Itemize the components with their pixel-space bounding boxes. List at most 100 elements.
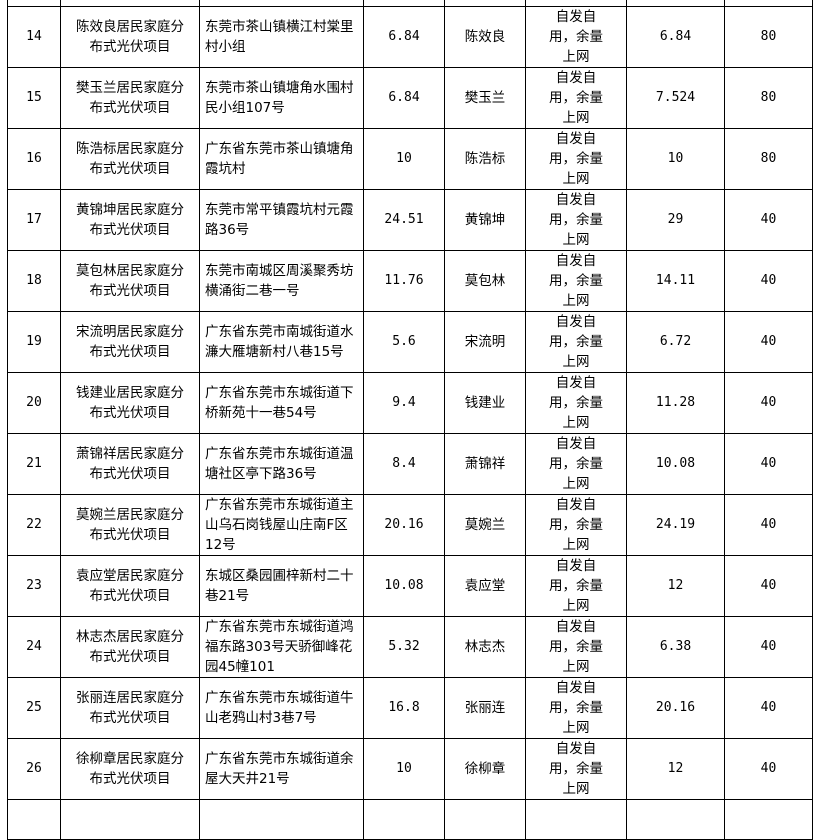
capacity-cell: 8.4 [363, 433, 445, 495]
grid-mode-cell: 自发自用，余量上网 [525, 433, 627, 495]
project-name-cell: 黄锦坤居民家庭分布式光伏项目 [60, 189, 200, 251]
address-cell: 广东省东莞市东城街道下桥新苑十一巷54号 [199, 372, 364, 434]
value-3-cell: 40 [724, 555, 813, 617]
table-row: 16 陈浩标居民家庭分布式光伏项目 广东省东莞市茶山镇塘角霞坑村 10 陈浩标 自发自用，… [7, 128, 813, 190]
cell [363, 799, 445, 840]
project-table: 14 陈效良居民家庭分布式光伏项目 东莞市茶山镇横江村棠里村小组 6.84 陈效良 自发自… [7, 0, 813, 840]
table-row: 15 樊玉兰居民家庭分布式光伏项目 东莞市茶山镇塘角水围村民小组107号 6.84 樊玉… [7, 67, 813, 129]
capacity-cell: 16.8 [363, 677, 445, 739]
row-number-cell: 17 [7, 189, 61, 251]
value-3-cell: 80 [724, 128, 813, 190]
table-row: 22 莫婉兰居民家庭分布式光伏项目 广东省东莞市东城街道主山乌石岗钱屋山庄南F区12… [7, 494, 813, 556]
value-2-cell: 10 [626, 128, 725, 190]
table-row: 18 莫包林居民家庭分布式光伏项目 东莞市南城区周溪聚秀坊横涌街二巷一号 11.76 莫… [7, 250, 813, 312]
value-2-cell: 12 [626, 555, 725, 617]
value-3-cell: 40 [724, 677, 813, 739]
grid-mode-cell: 自发自用，余量上网 [525, 677, 627, 739]
table-row: 17 黄锦坤居民家庭分布式光伏项目 东莞市常平镇霞坑村元霞路36号 24.51 黄锦坤自… [7, 189, 813, 251]
grid-mode-cell: 自发自用，余量上网 [525, 372, 627, 434]
value-2-cell: 29 [626, 189, 725, 251]
value-2-cell: 6.72 [626, 311, 725, 373]
row-number-cell: 16 [7, 128, 61, 190]
project-name-cell: 莫婉兰居民家庭分布式光伏项目 [60, 494, 200, 556]
value-3-cell: 80 [724, 6, 813, 68]
grid-mode-cell: 自发自用，余量上网 [525, 189, 627, 251]
owner-name-cell: 宋流明 [444, 311, 526, 373]
project-name-cell: 徐柳章居民家庭分布式光伏项目 [60, 738, 200, 800]
value-3-cell: 40 [724, 738, 813, 800]
value-3-cell: 80 [724, 67, 813, 129]
table-row: 14 陈效良居民家庭分布式光伏项目 东莞市茶山镇横江村棠里村小组 6.84 陈效良 自发自… [7, 6, 813, 68]
value-3-cell: 40 [724, 189, 813, 251]
table-row: 19 宋流明居民家庭分布式光伏项目 广东省东莞市南城街道水濂大雁塘新村八巷15号 5.… [7, 311, 813, 373]
row-number-cell: 21 [7, 433, 61, 495]
grid-mode-cell: 自发自用，余量上网 [525, 494, 627, 556]
project-name-cell: 宋流明居民家庭分布式光伏项目 [60, 311, 200, 373]
value-2-cell: 7.524 [626, 67, 725, 129]
grid-mode-cell: 自发自用，余量上网 [525, 6, 627, 68]
project-name-cell: 袁应堂居民家庭分布式光伏项目 [60, 555, 200, 617]
owner-name-cell: 黄锦坤 [444, 189, 526, 251]
table-row: 26 徐柳章居民家庭分布式光伏项目 广东省东莞市东城街道余屋大天井21号 10 徐柳章自… [7, 738, 813, 800]
cell [7, 799, 61, 840]
grid-mode-cell: 自发自用，余量上网 [525, 616, 627, 678]
capacity-cell: 9.4 [363, 372, 445, 434]
row-number-cell: 20 [7, 372, 61, 434]
project-name-cell: 陈效良居民家庭分布式光伏项目 [60, 6, 200, 68]
address-cell: 东莞市南城区周溪聚秀坊横涌街二巷一号 [199, 250, 364, 312]
address-cell: 广东省东莞市茶山镇塘角霞坑村 [199, 128, 364, 190]
cell [724, 799, 813, 840]
address-cell: 广东省东莞市东城街道主山乌石岗钱屋山庄南F区12号 [199, 494, 364, 556]
capacity-cell: 10 [363, 128, 445, 190]
owner-name-cell: 陈效良 [444, 6, 526, 68]
project-name-cell: 陈浩标居民家庭分布式光伏项目 [60, 128, 200, 190]
cell [444, 799, 526, 840]
cell [626, 799, 725, 840]
capacity-cell: 6.84 [363, 6, 445, 68]
cell [199, 799, 364, 840]
value-2-cell: 12 [626, 738, 725, 800]
value-2-cell: 24.19 [626, 494, 725, 556]
address-cell: 东城区桑园圃梓新村二十巷21号 [199, 555, 364, 617]
table-row: 20 钱建业居民家庭分布式光伏项目 广东省东莞市东城街道下桥新苑十一巷54号 9.4 钱… [7, 372, 813, 434]
project-name-cell: 萧锦祥居民家庭分布式光伏项目 [60, 433, 200, 495]
cell [60, 799, 200, 840]
grid-mode-cell: 自发自用，余量上网 [525, 555, 627, 617]
owner-name-cell: 萧锦祥 [444, 433, 526, 495]
capacity-cell: 20.16 [363, 494, 445, 556]
address-cell: 广东省东莞市东城街道鸿福东路303号天骄御峰花园45幢101 [199, 616, 364, 678]
project-name-cell: 张丽连居民家庭分布式光伏项目 [60, 677, 200, 739]
address-cell: 广东省东莞市东城街道温塘社区亭下路36号 [199, 433, 364, 495]
owner-name-cell: 林志杰 [444, 616, 526, 678]
grid-mode-cell: 自发自用，余量上网 [525, 67, 627, 129]
value-3-cell: 40 [724, 250, 813, 312]
value-3-cell: 40 [724, 372, 813, 434]
capacity-cell: 11.76 [363, 250, 445, 312]
owner-name-cell: 徐柳章 [444, 738, 526, 800]
capacity-cell: 5.32 [363, 616, 445, 678]
address-cell: 广东省东莞市南城街道水濂大雁塘新村八巷15号 [199, 311, 364, 373]
grid-mode-cell: 自发自用，余量上网 [525, 311, 627, 373]
value-2-cell: 6.38 [626, 616, 725, 678]
row-number-cell: 22 [7, 494, 61, 556]
value-2-cell: 20.16 [626, 677, 725, 739]
row-number-cell: 19 [7, 311, 61, 373]
grid-mode-cell: 自发自用，余量上网 [525, 250, 627, 312]
value-2-cell: 11.28 [626, 372, 725, 434]
value-3-cell: 40 [724, 433, 813, 495]
row-number-cell: 25 [7, 677, 61, 739]
row-number-cell: 26 [7, 738, 61, 800]
project-table-container: 14 陈效良居民家庭分布式光伏项目 东莞市茶山镇横江村棠里村小组 6.84 陈效良 自发自… [7, 0, 813, 840]
capacity-cell: 10.08 [363, 555, 445, 617]
project-name-cell: 钱建业居民家庭分布式光伏项目 [60, 372, 200, 434]
project-name-cell: 樊玉兰居民家庭分布式光伏项目 [60, 67, 200, 129]
owner-name-cell: 张丽连 [444, 677, 526, 739]
project-name-cell: 莫包林居民家庭分布式光伏项目 [60, 250, 200, 312]
address-cell: 广东省东莞市东城街道余屋大天井21号 [199, 738, 364, 800]
owner-name-cell: 莫婉兰 [444, 494, 526, 556]
capacity-cell: 10 [363, 738, 445, 800]
owner-name-cell: 袁应堂 [444, 555, 526, 617]
capacity-cell: 5.6 [363, 311, 445, 373]
grid-mode-cell: 自发自用，余量上网 [525, 128, 627, 190]
value-2-cell: 14.11 [626, 250, 725, 312]
